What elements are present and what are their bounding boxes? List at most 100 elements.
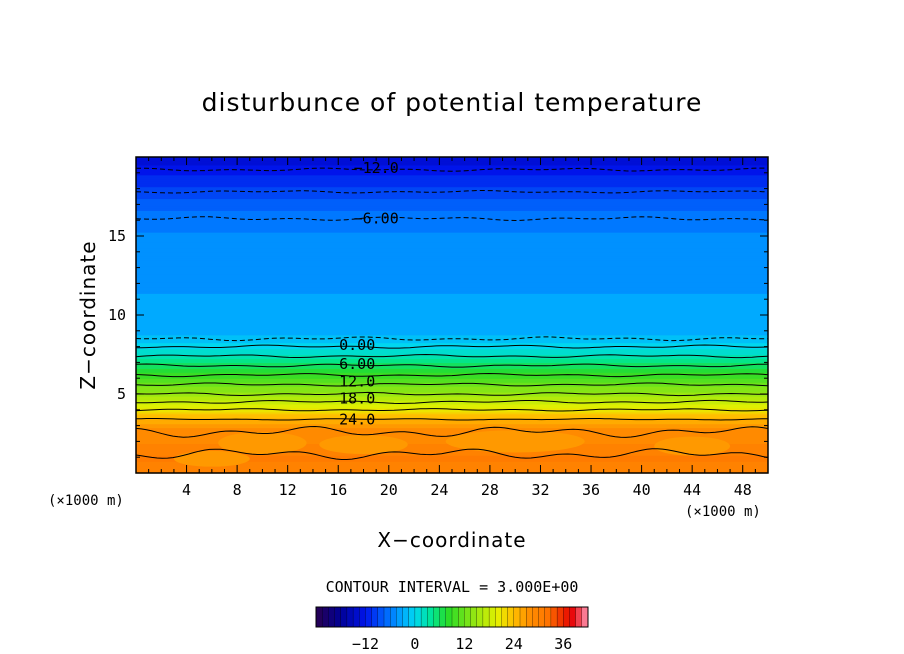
contour-line [135, 216, 769, 222]
field-band [136, 180, 768, 184]
colorbar-cell [488, 606, 496, 628]
field-band [136, 279, 768, 283]
contour-interval-label: CONTOUR INTERVAL = 3.000E+00 [326, 578, 579, 596]
field-band [136, 322, 768, 326]
field-band [136, 392, 768, 395]
field-band [136, 269, 768, 273]
colorbar-cell [359, 606, 366, 628]
field-band [136, 311, 768, 314]
contour-line [135, 167, 768, 172]
field-band [136, 376, 768, 379]
field-band [136, 214, 768, 217]
field-band [136, 388, 768, 391]
field-band [136, 395, 768, 399]
colorbar-cell [427, 606, 434, 628]
x-tick-label: 4 [182, 481, 191, 499]
field-band [136, 328, 768, 332]
field-band [136, 249, 768, 253]
field-band [136, 267, 768, 271]
x-tick-label: 48 [734, 481, 752, 499]
field-band [136, 340, 768, 344]
field-band [136, 218, 768, 221]
field-band [136, 467, 768, 470]
plot-area [136, 157, 768, 474]
colorbar-tick-label: −12 [352, 635, 379, 653]
field-band [136, 168, 768, 172]
contour-line [135, 391, 769, 397]
field-band [136, 228, 768, 231]
field-band [136, 338, 768, 342]
y-tick-label: 15 [108, 227, 126, 245]
field-band [136, 324, 768, 328]
field-band [136, 188, 768, 192]
field-band [136, 160, 768, 164]
colorbar-cell [501, 606, 509, 628]
field-blob [654, 436, 731, 456]
field-band [136, 429, 768, 433]
contour-line [135, 344, 769, 349]
field-band [136, 208, 768, 211]
field-band [136, 295, 768, 298]
field-band [136, 394, 768, 397]
field-band [136, 461, 768, 464]
x-tick-label: 8 [233, 481, 242, 499]
field-band [136, 265, 768, 269]
contour-label: 12.0 [339, 372, 375, 390]
field-band [136, 348, 768, 352]
contour-line [135, 399, 769, 405]
field-band [136, 186, 768, 190]
colorbar-cell [519, 606, 527, 628]
chart-title: disturbunce of potential temperature [202, 88, 703, 117]
field-band [136, 419, 768, 423]
field-band [136, 417, 768, 421]
field-band [136, 409, 768, 413]
field-band [136, 241, 768, 245]
field-band [136, 277, 768, 281]
contour-label: 18.0 [339, 390, 375, 408]
field-band [136, 423, 768, 427]
contour-line [135, 363, 769, 368]
contour-lines [135, 167, 769, 460]
contour-line [135, 353, 769, 359]
field-band [136, 352, 768, 356]
colorbar [315, 606, 589, 628]
field-band [136, 283, 768, 286]
field-band [136, 230, 768, 233]
x-axis-unit: (×1000 m) [685, 504, 761, 520]
field-band [136, 220, 768, 223]
colorbar-cell [495, 606, 502, 628]
x-tick-label: 44 [683, 481, 701, 499]
field-band [136, 421, 768, 425]
field-band [136, 170, 768, 174]
colorbar-cell [377, 606, 385, 628]
field-band [136, 465, 768, 468]
x-tick-label: 32 [531, 481, 549, 499]
colorbar-cell [464, 606, 471, 628]
field-band [136, 368, 768, 371]
field-band [136, 293, 768, 296]
field-band [136, 449, 768, 452]
colorbar-cell [328, 606, 335, 628]
x-tick-label: 20 [380, 481, 398, 499]
colorbar-ticks: −12 0 12 24 36 [352, 635, 572, 653]
y-axis: 5 10 15 [108, 172, 768, 458]
colorbar-tick-label: 12 [455, 635, 473, 653]
field-band [136, 261, 768, 265]
field-band [136, 247, 768, 251]
contour-label: −12.0 [354, 159, 399, 177]
field-blob [319, 435, 408, 455]
colorbar-cell [433, 606, 441, 628]
colorbar-cell [556, 606, 564, 628]
field-band [136, 403, 768, 407]
field-band [136, 182, 768, 186]
field-blob [218, 431, 307, 455]
field-band [136, 194, 768, 198]
colorbar-cell [334, 606, 342, 628]
field-band [136, 303, 768, 306]
field-band [136, 463, 768, 466]
colorbar-tick-label: 24 [505, 635, 523, 653]
field-band [136, 360, 768, 363]
x-tick-label: 40 [633, 481, 651, 499]
